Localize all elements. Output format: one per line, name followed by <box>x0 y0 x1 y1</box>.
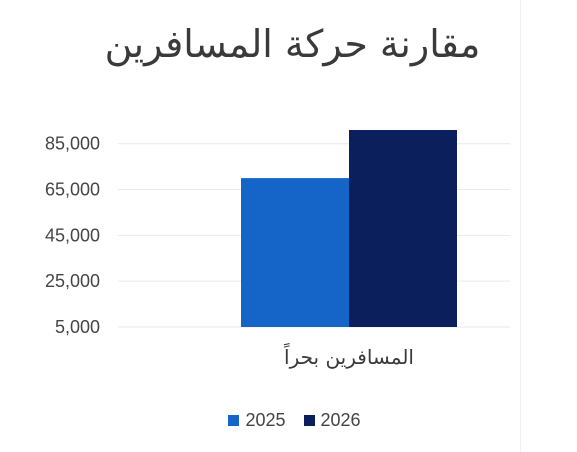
chart-title: مقارنة حركة المسافرين <box>104 22 481 66</box>
y-tick-label: 85,000 <box>45 134 100 154</box>
legend-swatch-2026 <box>303 415 315 426</box>
bar-2025 <box>241 178 349 327</box>
bar-2026 <box>349 130 457 327</box>
y-tick-label: 65,000 <box>45 180 100 200</box>
legend-item-2025: 2025 <box>228 410 286 431</box>
y-tick-label: 45,000 <box>45 225 100 245</box>
y-tick-label: 25,000 <box>45 271 100 291</box>
legend-item-2026: 2026 <box>303 410 361 431</box>
y-tick-label: 5,000 <box>55 317 100 337</box>
legend-swatch-2025 <box>228 415 240 426</box>
x-category-label: المسافرين بحراً <box>284 343 414 369</box>
divider <box>520 0 521 452</box>
legend-label-2025: 2025 <box>245 410 286 430</box>
chart-legend: 2025 2026 <box>0 410 577 431</box>
legend-label-2026: 2026 <box>320 410 361 430</box>
